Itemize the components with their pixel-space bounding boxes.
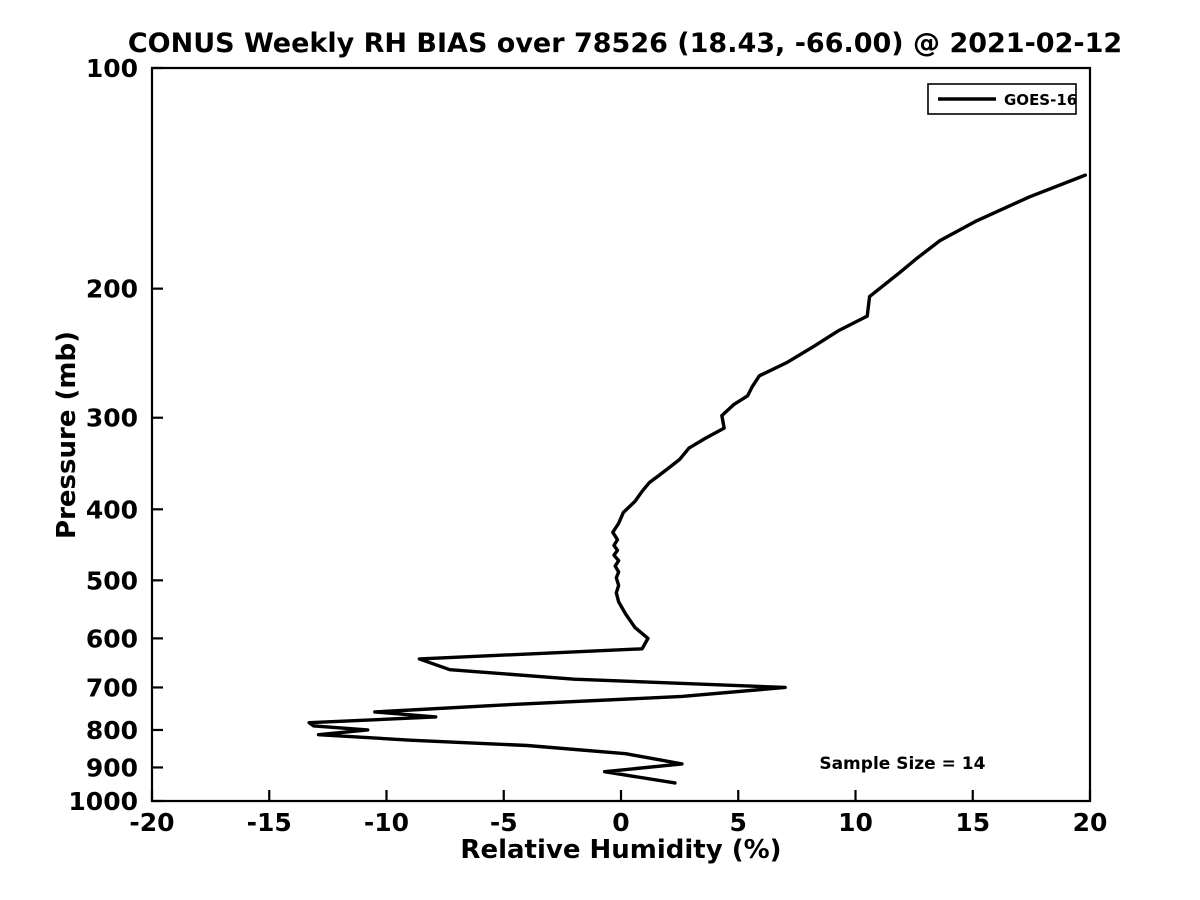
y-tick-label: 300 bbox=[86, 404, 138, 433]
y-tick-label: 400 bbox=[86, 495, 138, 524]
y-tick-label: 500 bbox=[86, 566, 138, 595]
x-tick-label: -15 bbox=[247, 808, 292, 837]
sample-size-annotation: Sample Size = 14 bbox=[819, 754, 985, 774]
x-tick-label: 15 bbox=[955, 808, 990, 837]
chart-title: CONUS Weekly RH BIAS over 78526 (18.43, … bbox=[128, 28, 1122, 59]
x-tick-label: -5 bbox=[490, 808, 518, 837]
data-series-group bbox=[307, 173, 1088, 785]
x-axis-label: Relative Humidity (%) bbox=[460, 835, 781, 865]
y-tick-label: 700 bbox=[86, 673, 138, 702]
y-tick-label: 900 bbox=[86, 753, 138, 782]
y-tick-label: 100 bbox=[86, 54, 138, 83]
plot-frame bbox=[150, 66, 1092, 803]
chart-legend[interactable]: GOES-16 bbox=[927, 83, 1077, 115]
x-tick-label: -20 bbox=[129, 808, 174, 837]
x-axis-ticks: -20 -15 -10 -5 0 5 10 15 20 bbox=[129, 790, 1107, 837]
y-tick-label: 200 bbox=[86, 275, 138, 304]
y-tick-label: 600 bbox=[86, 624, 138, 653]
y-axis-ticks: 100 200 300 400 500 600 700 800 900 1000 bbox=[68, 54, 163, 816]
y-axis-label: Pressure (mb) bbox=[52, 331, 82, 539]
y-tick-label: 1000 bbox=[68, 787, 138, 816]
x-tick-label: 5 bbox=[730, 808, 747, 837]
x-tick-label: 0 bbox=[612, 808, 629, 837]
chart-annotations: Sample Size = 14 bbox=[819, 754, 985, 774]
x-tick-label: -10 bbox=[364, 808, 409, 837]
series-line-goes-16 bbox=[307, 173, 1088, 785]
legend-label-goes-16: GOES-16 bbox=[1004, 91, 1077, 109]
y-tick-label: 800 bbox=[86, 716, 138, 745]
x-tick-label: 20 bbox=[1073, 808, 1108, 837]
x-tick-label: 10 bbox=[838, 808, 873, 837]
